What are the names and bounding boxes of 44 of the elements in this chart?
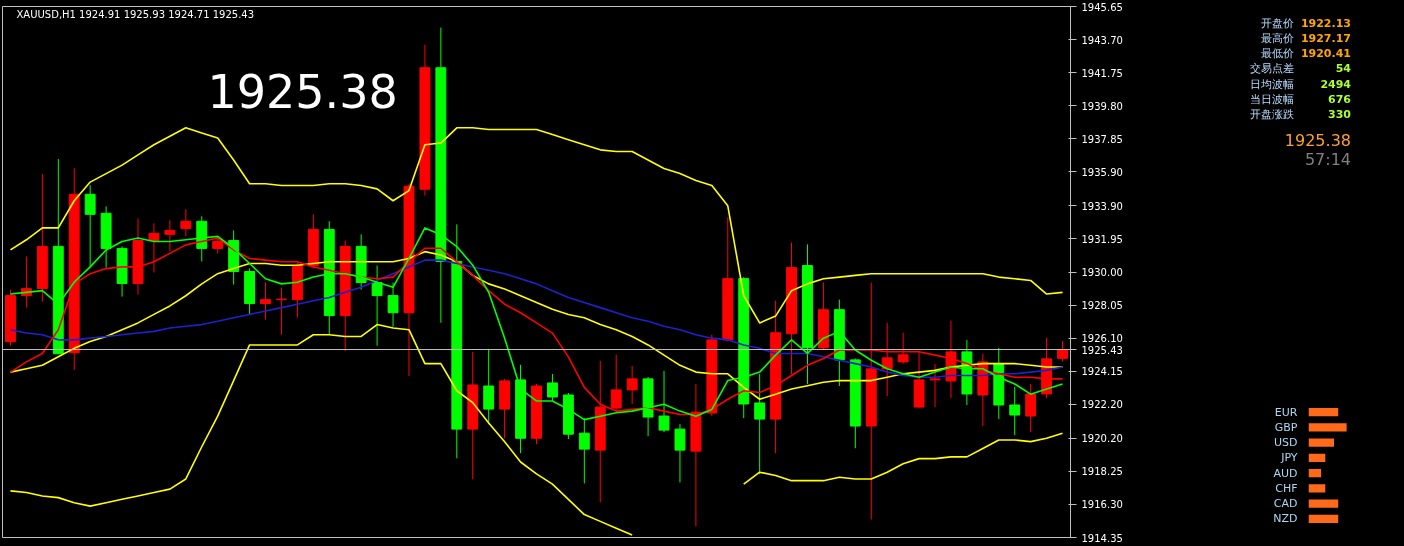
y-tick-label: 1941.75 [1081,67,1123,79]
y-tick-label: EUR [1274,405,1298,419]
text: 当日波幅 [1250,93,1294,106]
text: 1925.38 [1284,131,1351,150]
text: 2494 [1320,78,1351,91]
y-tick-label: 1935.90 [1081,166,1123,178]
y-tick-label: 1918.25 [1081,466,1123,478]
text: 1927.17 [1300,32,1351,45]
y-tick-label: 1933.90 [1081,200,1123,212]
y-tick-label: CHF [1275,481,1298,495]
y-tick-label: AUD [1273,466,1298,480]
y-tick-label: 1939.80 [1081,100,1123,112]
y-tick-label: CAD [1273,497,1298,511]
annotation: 1925.38 [207,65,398,120]
text: 交易点差 [1250,62,1294,75]
ref-line-label: 1925.43 [1081,344,1123,356]
y-tick-label: 1943.70 [1081,34,1123,46]
y-tick-label: 1928.05 [1081,300,1123,312]
y-tick-label: JPY [1280,451,1298,465]
text: 676 [1328,93,1351,106]
text: 开盘涨跌 [1250,108,1294,121]
y-tick-label: 1926.10 [1081,333,1123,345]
text: 1920.41 [1300,47,1351,60]
y-tick-label: 1945.65 [1081,1,1123,13]
y-tick-label: 1937.85 [1081,133,1123,145]
y-tick-label: GBP [1274,420,1298,434]
text: 开盘价 [1261,17,1294,30]
text: 日均波幅 [1250,78,1294,91]
y-tick-label: 1924.15 [1081,366,1123,378]
chart-title: XAUUSD,H1 1924.91 1925.93 1924.71 1925.43 [16,8,255,20]
text: 330 [1328,108,1351,121]
text: 1922.13 [1300,17,1351,30]
y-tick-label: 1922.20 [1081,399,1123,411]
y-tick-label: NZD [1273,512,1298,526]
text: 最高价 [1261,32,1294,45]
text: 57:14 [1304,150,1351,169]
y-tick-label: 1931.95 [1081,233,1123,245]
y-tick-label: 1930.00 [1081,267,1123,278]
text: 最低价 [1261,47,1294,60]
y-tick-label: 1920.20 [1081,433,1123,445]
text: 54 [1335,62,1351,75]
y-tick-label: USD [1274,436,1298,450]
y-tick-label: 1914.35 [1081,532,1123,544]
y-tick-label: 1916.30 [1081,499,1123,511]
